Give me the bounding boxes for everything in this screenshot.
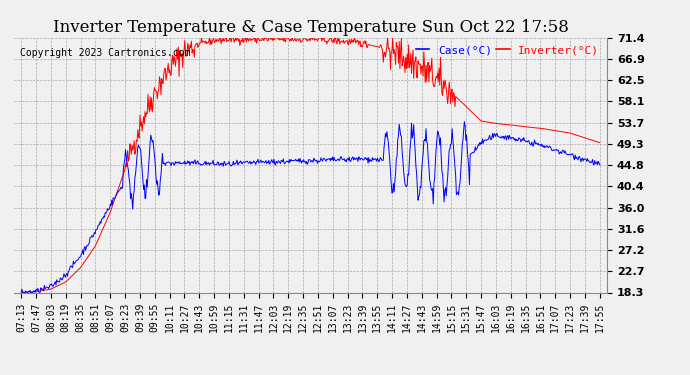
- Text: Copyright 2023 Cartronics.com: Copyright 2023 Cartronics.com: [20, 48, 190, 58]
- Title: Inverter Temperature & Case Temperature Sun Oct 22 17:58: Inverter Temperature & Case Temperature …: [52, 19, 569, 36]
- Legend: Case(°C), Inverter(°C): Case(°C), Inverter(°C): [413, 43, 602, 57]
